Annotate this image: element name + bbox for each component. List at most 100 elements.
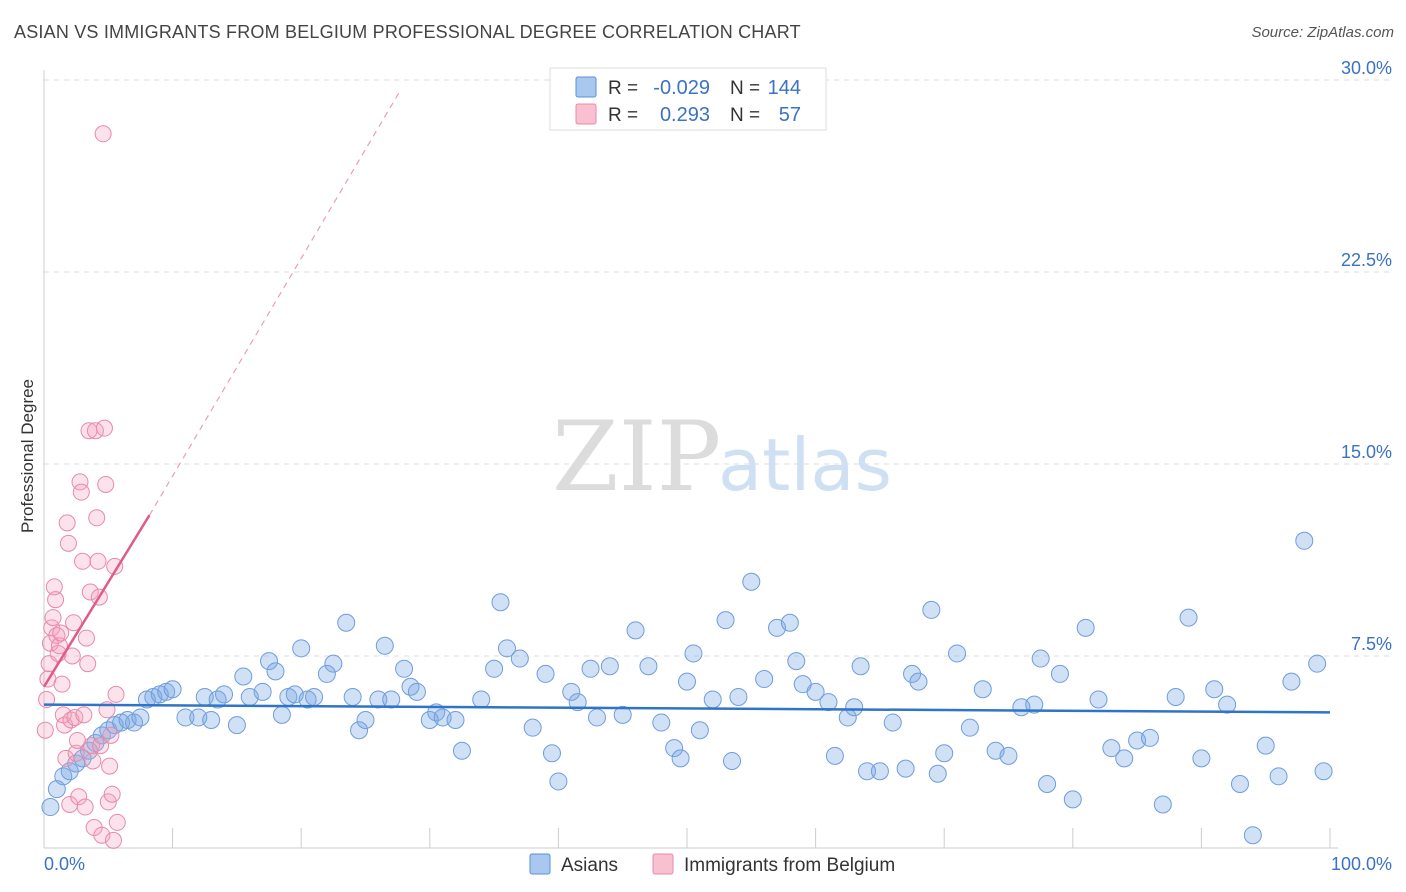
belgium-point [84,752,102,770]
asian-point [665,739,684,758]
asian-point [1282,672,1301,691]
asian-point [292,639,311,658]
asian-point [960,718,979,737]
belgium-point [58,514,76,532]
belgium-point [94,125,112,143]
asian-point [613,705,632,724]
asian-point [266,662,285,681]
series-legend-label-asians: Asians [561,855,618,876]
belgium-point [95,419,113,437]
asian-point [723,751,742,770]
belgium-trend-line [42,514,151,688]
asian-point [780,613,799,632]
belgium-point [77,629,95,647]
asian-point [1038,775,1057,793]
legend-n-value-asians: 144 [768,77,801,99]
asian-point [337,613,356,632]
asian-point [626,621,645,640]
legend-swatch-asians [575,76,597,98]
belgium-point [79,655,97,673]
belgium-point [81,583,99,601]
asian-point [787,652,806,671]
asian-point [260,652,279,671]
belgium-point [97,475,115,493]
asian-point [806,682,825,701]
asian-point [1076,618,1095,637]
asian-point [684,644,703,663]
belgium-point [74,552,92,570]
asian-point [497,639,516,658]
asian-point [600,657,619,676]
asian-point [703,690,722,709]
asian-point [742,572,761,591]
grid-lines [44,79,1392,657]
asian-point [510,649,529,668]
stats-legend: R = -0.029 N = 144 R = 0.293 N = 57 [549,67,827,131]
asian-point [1102,739,1121,758]
belgium-point [45,578,63,596]
asian-point [973,680,992,699]
asian-point [851,657,870,676]
asian-point [485,659,504,678]
asian-point [1050,664,1069,683]
belgium-point [83,737,101,755]
series-legend: Asians Immigrants from Belgium [529,853,895,876]
belgium-point [103,785,121,803]
asian-point [491,593,510,612]
belgium-trend-extension [148,92,400,516]
legend-r-label-belgium: R = [608,105,638,126]
asian-point [395,659,414,678]
source-label: Source: ZipAtlas.com [1251,24,1394,41]
asian-point [1308,654,1327,673]
asian-point [549,772,568,791]
legend-r-value-belgium: 0.293 [660,104,710,126]
asian-point [356,711,375,729]
asian-point [215,685,234,704]
asian-point [896,759,915,778]
chart-title: ASIAN VS IMMIGRANTS FROM BELGIUM PROFESS… [14,22,801,42]
belgium-point [76,798,94,816]
asian-point [671,749,690,768]
asian-point [163,680,182,699]
belgium-point [89,552,107,570]
y-axis-title: Professional Degree [18,379,37,533]
y-tick-label: 22.5% [1341,250,1392,270]
asian-point [883,713,902,732]
belgium-point [59,534,77,552]
asian-point [909,672,928,691]
asian-point [253,682,272,701]
belgium-point [99,793,117,811]
asian-point [472,690,491,709]
watermark-zip: ZIP [552,401,721,513]
belgium-point [65,614,83,632]
belgium-point [53,675,71,693]
y-tick-label: 30.0% [1341,58,1392,78]
asian-point [536,664,555,683]
asian-point [1179,608,1198,627]
legend-n-label-asians: N = [730,78,760,99]
asian-point [272,705,291,724]
y-tick-label: 7.5% [1351,634,1392,654]
belgium-point [36,721,54,739]
asian-point [562,682,581,701]
asian-point [176,708,195,727]
asian-point [1192,749,1211,768]
asian-point [523,718,542,737]
asian-point [845,698,864,717]
asian-point [305,687,324,706]
legend-r-label-asians: R = [608,78,638,99]
asian-point [587,708,606,727]
asian-point [317,664,336,683]
trend-lines [42,92,1331,714]
asian-trend-line [43,703,1331,714]
belgium-point [72,483,90,501]
asian-point [922,600,941,619]
asian-point [1025,695,1044,714]
asian-point [1089,690,1108,709]
asian-point [825,746,844,765]
asian-point [1140,728,1159,747]
asian-point [369,690,388,709]
asian-point [343,687,362,706]
series-legend-swatch-belgium [652,853,674,875]
